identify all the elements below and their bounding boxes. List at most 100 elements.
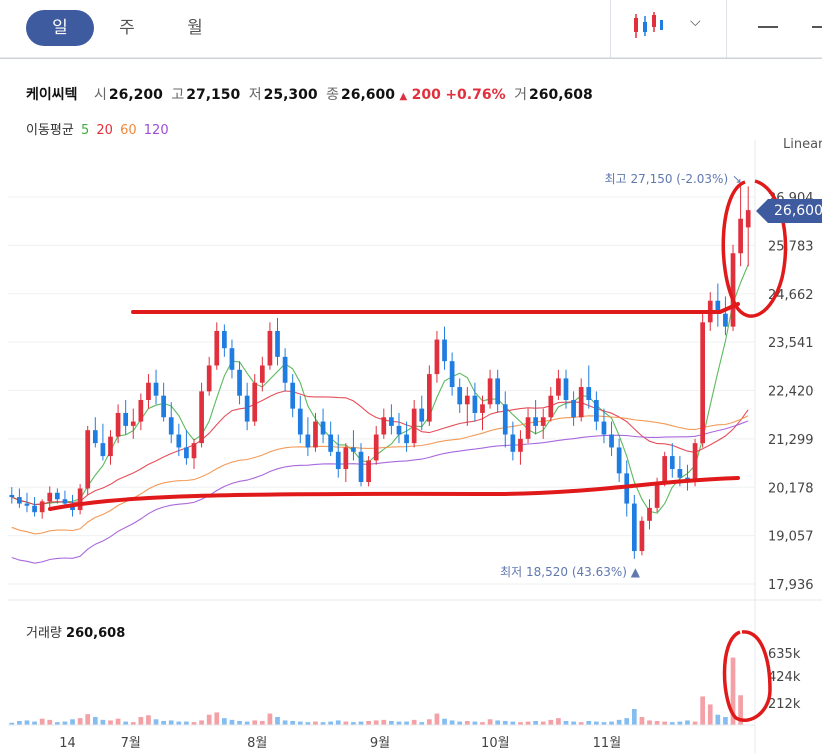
volume-bar	[214, 712, 220, 725]
candle	[115, 404, 121, 444]
candle	[237, 361, 242, 405]
candle	[214, 322, 220, 370]
candle	[305, 417, 311, 457]
candle	[533, 399, 538, 435]
volume-bar	[654, 721, 660, 725]
candlestick-icon[interactable]	[632, 12, 664, 40]
moving-average-legend[interactable]: 이동평균 5 20 60 120	[26, 119, 172, 138]
volume-bar	[320, 722, 326, 725]
low-value: 25,300	[263, 87, 318, 103]
candle	[191, 438, 197, 470]
price-tick-label: 22,420	[768, 385, 814, 400]
candle-body	[184, 447, 189, 459]
volume-bar	[130, 722, 136, 725]
candle-body	[297, 408, 303, 435]
candle-body	[631, 503, 637, 552]
chevron-down-icon[interactable]: ⌵	[690, 14, 701, 30]
candle-body	[176, 434, 182, 448]
volume-bar	[108, 720, 113, 725]
ma-60-line	[11, 415, 749, 535]
scale-toggle[interactable]: Linear	[783, 137, 822, 152]
volume-bar	[578, 722, 584, 725]
candle	[525, 408, 531, 444]
candle	[548, 387, 554, 422]
volume-bar	[518, 722, 523, 725]
candle-body	[267, 330, 273, 366]
ma-5-line	[11, 264, 749, 514]
candle	[267, 322, 273, 370]
candle	[616, 438, 622, 482]
volume-bar	[282, 720, 288, 725]
candle-body	[77, 488, 83, 511]
candle	[176, 423, 182, 457]
candle	[290, 374, 296, 418]
candle	[199, 382, 204, 448]
close-label: 종	[326, 87, 339, 103]
candle	[457, 378, 463, 413]
tab-month[interactable]: 월	[187, 18, 203, 38]
change-percent: +0.76%	[445, 87, 506, 103]
candle-body	[700, 322, 706, 444]
candle-body	[578, 387, 584, 418]
volume-bar	[586, 721, 592, 725]
candle	[404, 421, 409, 452]
candle-body	[373, 434, 379, 461]
high-value: 27,150	[186, 87, 241, 103]
tab-day[interactable]: 일	[26, 10, 94, 46]
volume-bar	[85, 714, 91, 725]
candle-body	[563, 378, 569, 400]
volume-bar	[381, 719, 387, 725]
ma-20-label: 20	[96, 123, 113, 138]
volume-bar	[631, 709, 637, 725]
candle-body	[662, 456, 668, 482]
candle	[426, 365, 432, 426]
volume-bar	[419, 722, 425, 725]
minus-icon[interactable]	[812, 26, 822, 28]
candle-body	[115, 412, 121, 437]
volume-bar	[115, 718, 121, 725]
candle-body	[199, 391, 204, 444]
candle	[85, 425, 91, 495]
minus-icon[interactable]	[758, 26, 778, 28]
candle	[730, 244, 736, 331]
candle	[631, 494, 637, 559]
candle-body	[54, 492, 60, 500]
candle	[138, 393, 144, 431]
volume-bar	[267, 713, 273, 725]
candle	[328, 421, 334, 457]
candle	[556, 369, 561, 400]
candle-body	[244, 395, 250, 422]
candle	[715, 283, 721, 327]
volume-bar	[161, 721, 166, 725]
candle-body	[24, 503, 30, 506]
candle-body	[616, 447, 622, 474]
x-tick-label: 7월	[121, 736, 141, 751]
candle-body	[609, 434, 614, 448]
current-price-badge: 26,600	[756, 199, 822, 223]
ma-5-label: 5	[80, 123, 90, 138]
candle-body	[487, 378, 493, 405]
toolbar-divider	[726, 0, 727, 58]
candle-body	[168, 417, 174, 435]
volume-bar	[358, 721, 364, 725]
tab-week[interactable]: 주	[119, 18, 135, 38]
annotation-support-line	[48, 476, 740, 511]
volume-bar	[259, 721, 265, 725]
volume-bar	[389, 721, 394, 725]
candle-body	[715, 300, 721, 314]
candle-body	[153, 382, 159, 396]
candle-body	[571, 399, 576, 418]
candle-body	[594, 399, 599, 422]
candle-body	[92, 430, 98, 444]
candle-body	[556, 378, 561, 396]
candle-body	[404, 434, 409, 444]
x-tick-label: 9월	[370, 736, 390, 751]
volume-tick-label: 212k	[768, 697, 801, 712]
volume-bar	[730, 657, 736, 725]
volume-bar	[77, 718, 83, 725]
candle	[54, 488, 60, 504]
candle	[442, 326, 447, 370]
volume-bar	[343, 721, 349, 725]
price-summary: 케이씨텍 시 26,200 고 27,150 저 25,300 종 26,600 ▲ 2…	[26, 84, 593, 104]
